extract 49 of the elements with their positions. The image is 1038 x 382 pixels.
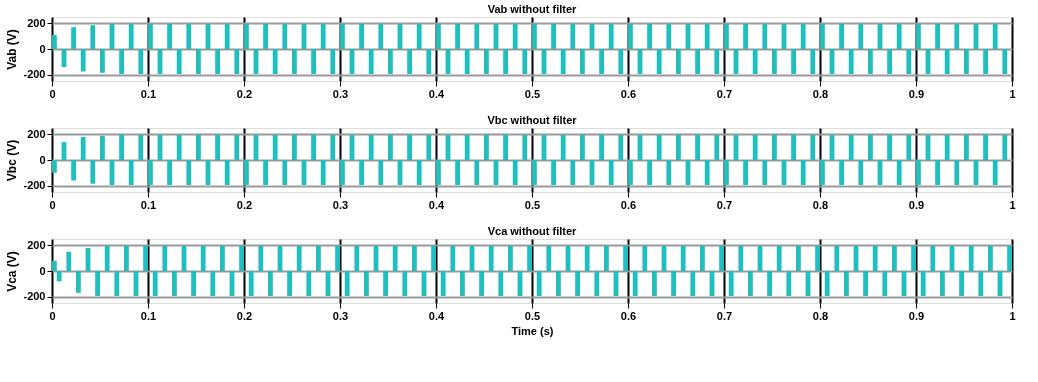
- y-tick-label: 200: [27, 127, 46, 140]
- x-tick-label: 0.5: [524, 87, 541, 100]
- x-tick-label: 0.3: [332, 309, 349, 322]
- x-tick-label: 0.7: [716, 87, 733, 100]
- y-axis-title: Vbc (V): [5, 139, 20, 182]
- x-tick-label: 0: [49, 198, 56, 211]
- y-tick-label: 0: [39, 42, 46, 55]
- x-tick-label: 0.1: [140, 309, 157, 322]
- x-tick-label: 0.9: [908, 87, 925, 100]
- y-axis-title: Vab (V): [5, 29, 20, 70]
- y-tick-label: 200: [27, 238, 46, 251]
- chart-title: Vca without filter: [487, 225, 578, 237]
- x-tick-label: 0.9: [908, 198, 925, 211]
- y-tick-label: -200: [23, 290, 46, 303]
- chart-title: Vab without filter: [487, 3, 578, 15]
- x-tick-label: 0.2: [236, 198, 253, 211]
- x-tick-label: 0: [49, 87, 56, 100]
- y-tick-label: 0: [39, 264, 46, 277]
- x-tick-label: 0.8: [812, 87, 829, 100]
- x-tick-label: 0.7: [716, 198, 733, 211]
- y-axis-title: Vca (V): [5, 251, 20, 292]
- y-tick-label: 0: [39, 153, 46, 166]
- x-tick-label: 0.8: [812, 309, 829, 322]
- x-tick-label: 0.6: [620, 198, 637, 211]
- x-tick-label: 1: [1009, 198, 1016, 211]
- y-tick-label: -200: [23, 68, 46, 81]
- x-tick-label: 0.4: [428, 309, 446, 322]
- x-tick-label: 0.6: [620, 309, 637, 322]
- chart-title: Vbc without filter: [487, 114, 578, 126]
- x-tick-label: 0.9: [908, 309, 925, 322]
- x-tick-label: 0.6: [620, 87, 637, 100]
- x-tick-label: 0.2: [236, 87, 253, 100]
- y-tick-label: 200: [27, 16, 46, 29]
- x-tick-label: 0.4: [428, 198, 446, 211]
- x-tick-label: 0.1: [140, 87, 157, 100]
- x-axis-title: Time (s): [511, 324, 554, 337]
- x-tick-label: 0.4: [428, 87, 446, 100]
- y-tick-label: -200: [23, 179, 46, 192]
- x-tick-label: 0.3: [332, 87, 349, 100]
- x-tick-label: 0.1: [140, 198, 157, 211]
- x-tick-label: 1: [1009, 87, 1016, 100]
- x-tick-label: 1: [1009, 309, 1016, 322]
- x-tick-label: 0.2: [236, 309, 253, 322]
- x-tick-label: 0.7: [716, 309, 733, 322]
- x-tick-label: 0.5: [524, 309, 541, 322]
- x-tick-label: 0: [49, 309, 56, 322]
- x-tick-label: 0.3: [332, 198, 349, 211]
- x-tick-label: 0.5: [524, 198, 541, 211]
- x-tick-label: 0.8: [812, 198, 829, 211]
